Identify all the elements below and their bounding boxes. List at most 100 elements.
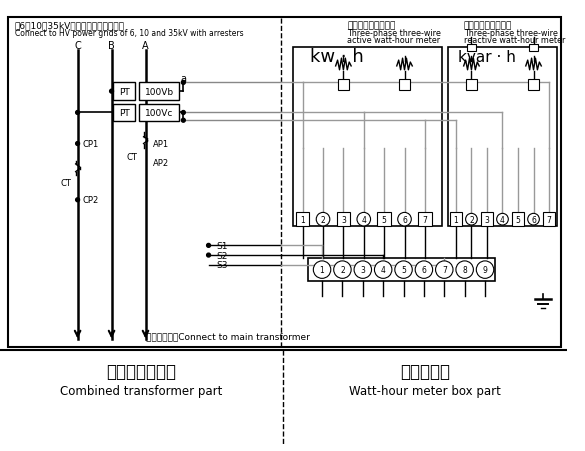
Text: 4: 4 bbox=[362, 215, 366, 224]
Text: 9: 9 bbox=[483, 266, 487, 275]
Circle shape bbox=[497, 214, 508, 226]
Text: 4: 4 bbox=[500, 215, 505, 224]
Text: 三相三线无功电度表: 三相三线无功电度表 bbox=[464, 22, 512, 31]
Text: S2: S2 bbox=[216, 251, 228, 260]
Text: CT: CT bbox=[127, 152, 137, 161]
Text: CP2: CP2 bbox=[82, 196, 99, 205]
Text: CT: CT bbox=[60, 179, 71, 188]
Bar bbox=[467, 45, 476, 52]
Circle shape bbox=[316, 213, 330, 226]
Circle shape bbox=[374, 261, 392, 279]
Text: kvar · h: kvar · h bbox=[458, 50, 516, 64]
Bar bbox=[113, 83, 135, 101]
Bar bbox=[336, 213, 350, 226]
Text: Combined transformer part: Combined transformer part bbox=[60, 385, 223, 397]
Bar bbox=[139, 83, 180, 101]
Bar bbox=[528, 79, 539, 91]
Circle shape bbox=[181, 111, 185, 115]
Circle shape bbox=[75, 198, 80, 202]
Text: B: B bbox=[108, 41, 115, 51]
Bar bbox=[399, 79, 410, 91]
Circle shape bbox=[207, 253, 211, 258]
Bar bbox=[512, 213, 524, 226]
Text: 2: 2 bbox=[340, 266, 345, 275]
Circle shape bbox=[456, 261, 473, 279]
Circle shape bbox=[354, 261, 371, 279]
Bar bbox=[296, 213, 309, 226]
Text: 5: 5 bbox=[515, 215, 521, 224]
Bar bbox=[377, 213, 391, 226]
Circle shape bbox=[109, 90, 113, 94]
Text: 8: 8 bbox=[462, 266, 467, 275]
Text: 接6、10、35kV高压电网同时配避雷器: 接6、10、35kV高压电网同时配避雷器 bbox=[15, 22, 125, 31]
Text: 100Vc: 100Vc bbox=[145, 109, 173, 118]
Text: 5: 5 bbox=[381, 215, 387, 224]
Text: 接至主变压器Connect to main transformer: 接至主变压器Connect to main transformer bbox=[146, 331, 309, 341]
Text: 三相三线有功电度表: 三相三线有功电度表 bbox=[347, 22, 395, 31]
Text: 7: 7 bbox=[546, 215, 552, 224]
Circle shape bbox=[207, 244, 211, 248]
Circle shape bbox=[476, 261, 494, 279]
Text: Three-phase three-wire: Three-phase three-wire bbox=[347, 29, 441, 38]
Text: 组合互感器部分: 组合互感器部分 bbox=[106, 363, 177, 381]
Text: 7: 7 bbox=[422, 215, 427, 224]
Text: 2: 2 bbox=[469, 215, 474, 224]
Text: AP2: AP2 bbox=[153, 159, 170, 168]
Text: 6: 6 bbox=[402, 215, 407, 224]
Bar bbox=[448, 47, 557, 226]
Bar bbox=[113, 105, 135, 122]
Text: Connect to HV power grids of 6, 10 and 35kV with arresters: Connect to HV power grids of 6, 10 and 3… bbox=[15, 29, 243, 38]
Circle shape bbox=[181, 119, 185, 123]
Bar bbox=[418, 213, 432, 226]
Bar bbox=[308, 258, 495, 281]
Circle shape bbox=[466, 214, 477, 226]
Circle shape bbox=[415, 261, 433, 279]
Text: S1: S1 bbox=[216, 241, 228, 250]
Text: CP1: CP1 bbox=[82, 140, 99, 149]
Circle shape bbox=[528, 214, 539, 226]
Text: reactive watt-hour meter: reactive watt-hour meter bbox=[464, 36, 565, 45]
Text: Watt-hour meter box part: Watt-hour meter box part bbox=[349, 385, 501, 397]
Text: 5: 5 bbox=[401, 266, 406, 275]
Text: active watt-hour meter: active watt-hour meter bbox=[347, 36, 441, 45]
Text: 2: 2 bbox=[321, 215, 325, 224]
Text: PT: PT bbox=[119, 109, 129, 118]
Text: 1: 1 bbox=[319, 266, 325, 275]
Text: C: C bbox=[74, 41, 81, 51]
Text: 4: 4 bbox=[381, 266, 386, 275]
Circle shape bbox=[395, 261, 412, 279]
Text: 100Vb: 100Vb bbox=[144, 87, 174, 97]
Bar bbox=[450, 213, 462, 226]
Text: AP1: AP1 bbox=[153, 140, 170, 149]
Circle shape bbox=[75, 111, 80, 115]
Text: S3: S3 bbox=[216, 261, 228, 270]
Circle shape bbox=[436, 261, 453, 279]
Circle shape bbox=[333, 261, 351, 279]
Text: 1: 1 bbox=[300, 215, 305, 224]
Circle shape bbox=[75, 142, 80, 146]
Bar bbox=[543, 213, 555, 226]
Text: 3: 3 bbox=[484, 215, 490, 224]
Bar bbox=[466, 79, 477, 91]
Bar bbox=[8, 18, 560, 347]
Text: 1: 1 bbox=[453, 215, 458, 224]
Text: 电表箱部分: 电表箱部分 bbox=[400, 363, 450, 381]
Text: A: A bbox=[142, 41, 149, 51]
Text: 6: 6 bbox=[531, 215, 536, 224]
Bar bbox=[293, 47, 442, 226]
Circle shape bbox=[357, 213, 370, 226]
Text: 7: 7 bbox=[442, 266, 447, 275]
Circle shape bbox=[181, 81, 185, 85]
Bar bbox=[338, 79, 349, 91]
Text: a: a bbox=[180, 74, 187, 83]
Bar bbox=[529, 45, 538, 52]
Text: 6: 6 bbox=[421, 266, 426, 275]
Text: Three-phase three-wire: Three-phase three-wire bbox=[464, 29, 558, 38]
Text: kw · h: kw · h bbox=[311, 48, 364, 66]
Text: 3: 3 bbox=[341, 215, 346, 224]
Text: 3: 3 bbox=[360, 266, 365, 275]
Circle shape bbox=[398, 213, 411, 226]
Circle shape bbox=[314, 261, 331, 279]
Bar bbox=[481, 213, 493, 226]
Bar bbox=[139, 105, 180, 122]
